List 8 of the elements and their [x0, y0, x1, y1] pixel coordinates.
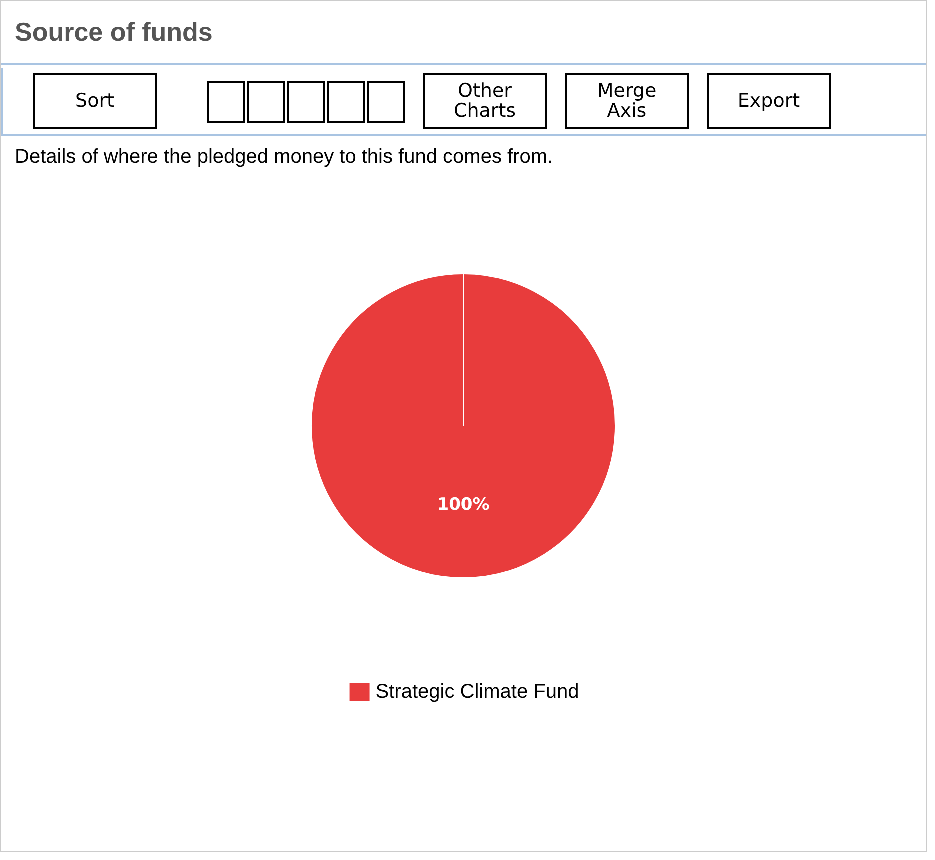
toolbar-button: Sort: [33, 73, 157, 129]
toolbar-button: Merge Axis: [565, 73, 689, 129]
legend-label: Strategic Climate Fund: [376, 681, 580, 703]
chart-title: Source of funds: [1, 1, 926, 65]
chart-subtitle: Details of where the pledged money to this fund comes from.: [14, 145, 554, 170]
toolbar-button: Other Charts: [423, 73, 547, 129]
toolbar-button: Export: [707, 73, 831, 129]
data-label: 100%: [437, 495, 490, 515]
